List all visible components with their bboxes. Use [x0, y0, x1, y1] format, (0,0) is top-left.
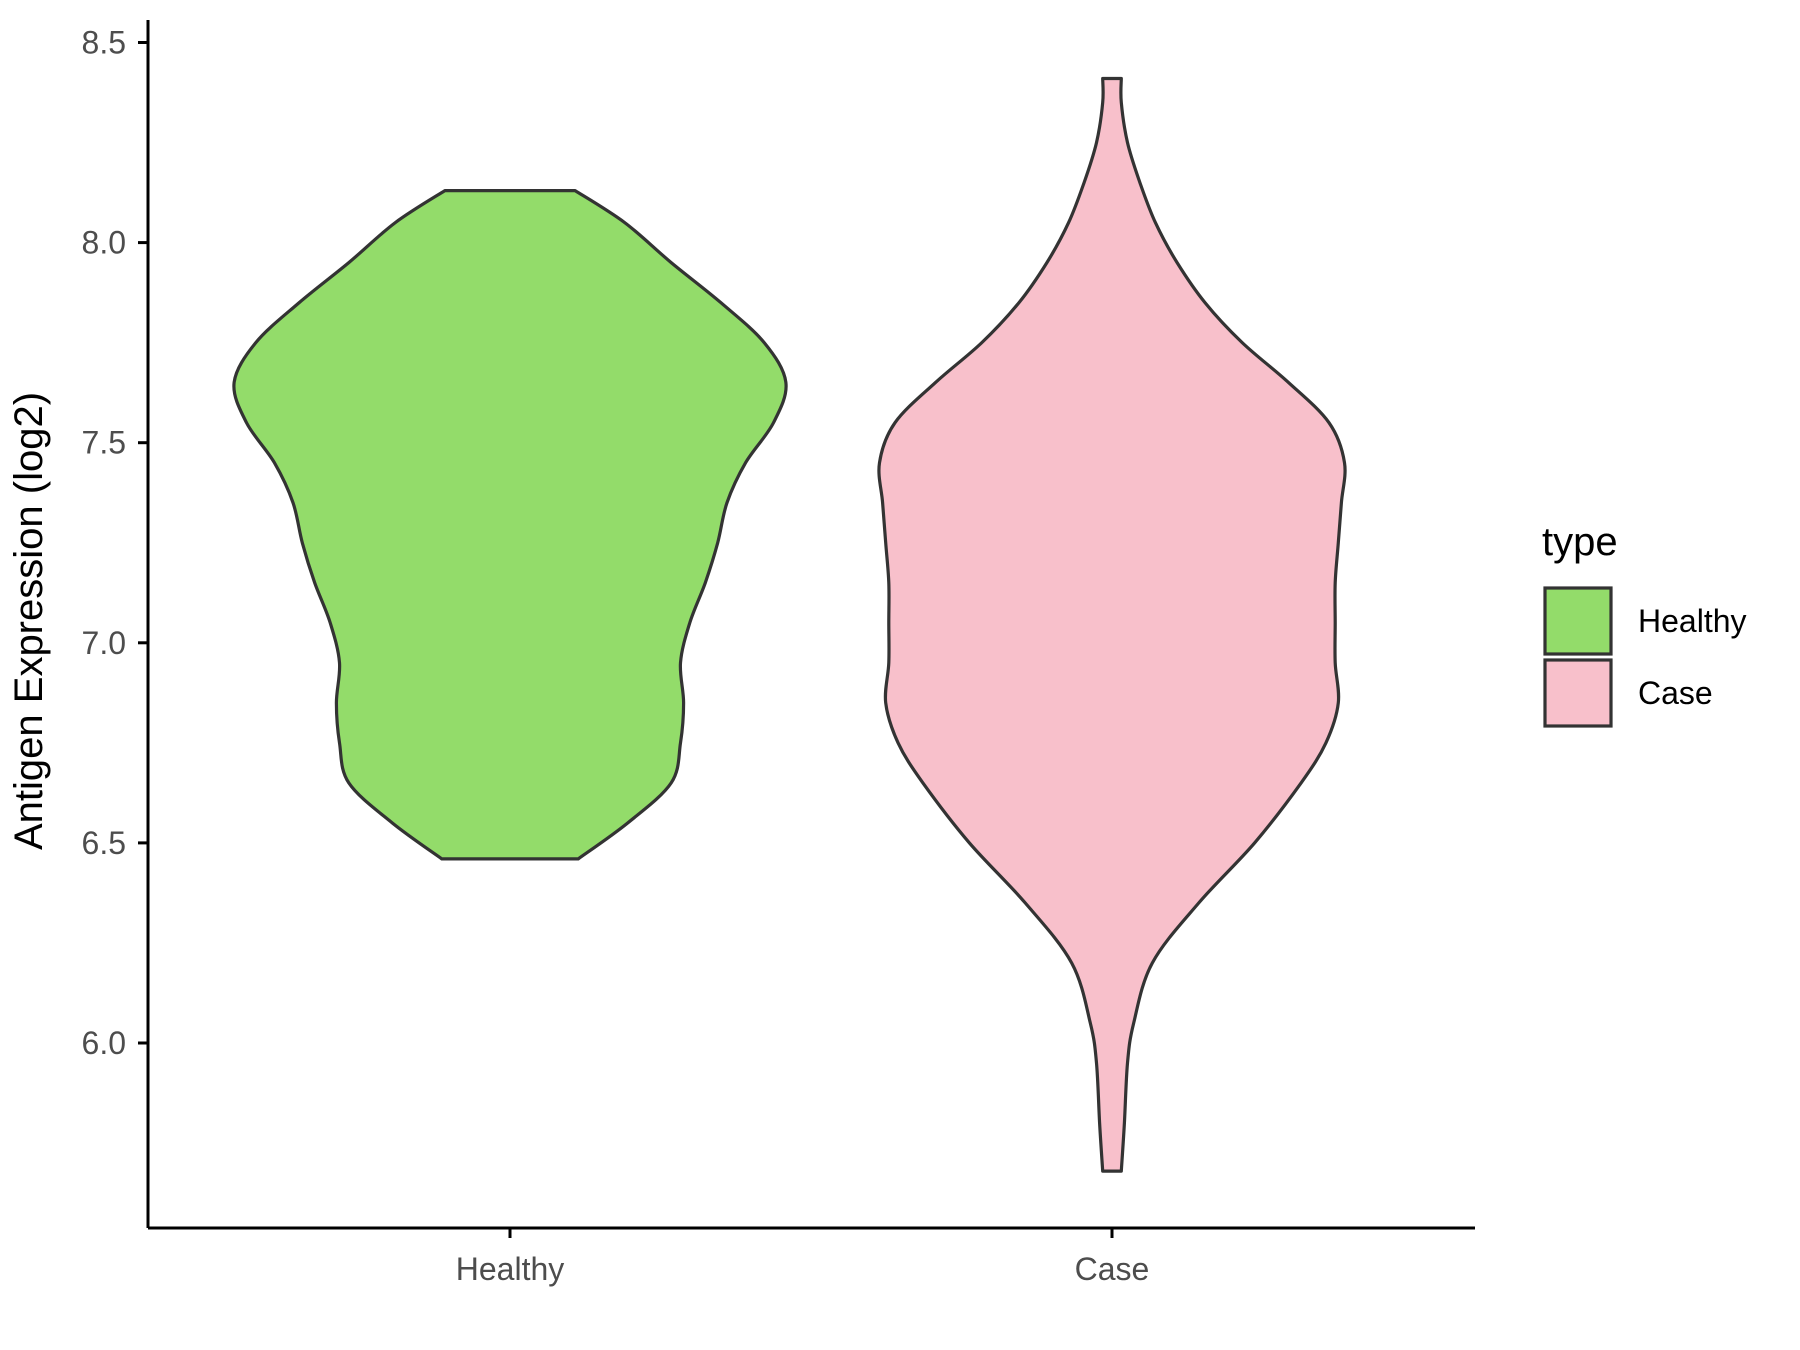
y-tick-label: 7.5: [82, 425, 126, 461]
legend-swatch-healthy: [1543, 586, 1613, 656]
legend-label: Healthy: [1638, 603, 1747, 639]
legend-label: Case: [1638, 675, 1713, 711]
y-tick-label: 6.5: [82, 825, 126, 861]
y-axis-ticks: 6.0 6.5 7.0 7.5 8.0 8.5: [82, 25, 148, 1061]
x-tick-label: Healthy: [456, 1251, 565, 1287]
x-tick-label: Case: [1075, 1251, 1150, 1287]
violin-group: [232, 76, 1347, 1173]
y-tick-label: 7.0: [82, 625, 126, 661]
y-tick-label: 6.0: [82, 1025, 126, 1061]
y-axis-title: Antigen Expression (log2): [7, 392, 51, 850]
y-tick-label: 8.0: [82, 225, 126, 261]
legend-entries: Healthy Case: [1543, 586, 1747, 728]
y-tick-label: 8.5: [82, 25, 126, 61]
legend-title: type: [1542, 520, 1618, 564]
legend: type Healthy Case: [1542, 520, 1747, 728]
legend-swatch-case: [1543, 658, 1613, 728]
violin-healthy: [232, 189, 788, 861]
x-axis-ticks: Healthy Case: [456, 1228, 1150, 1287]
violin-case: [877, 76, 1347, 1173]
axes-group: 6.0 6.5 7.0 7.5 8.0 8.5 Healthy Case: [82, 20, 1475, 1287]
